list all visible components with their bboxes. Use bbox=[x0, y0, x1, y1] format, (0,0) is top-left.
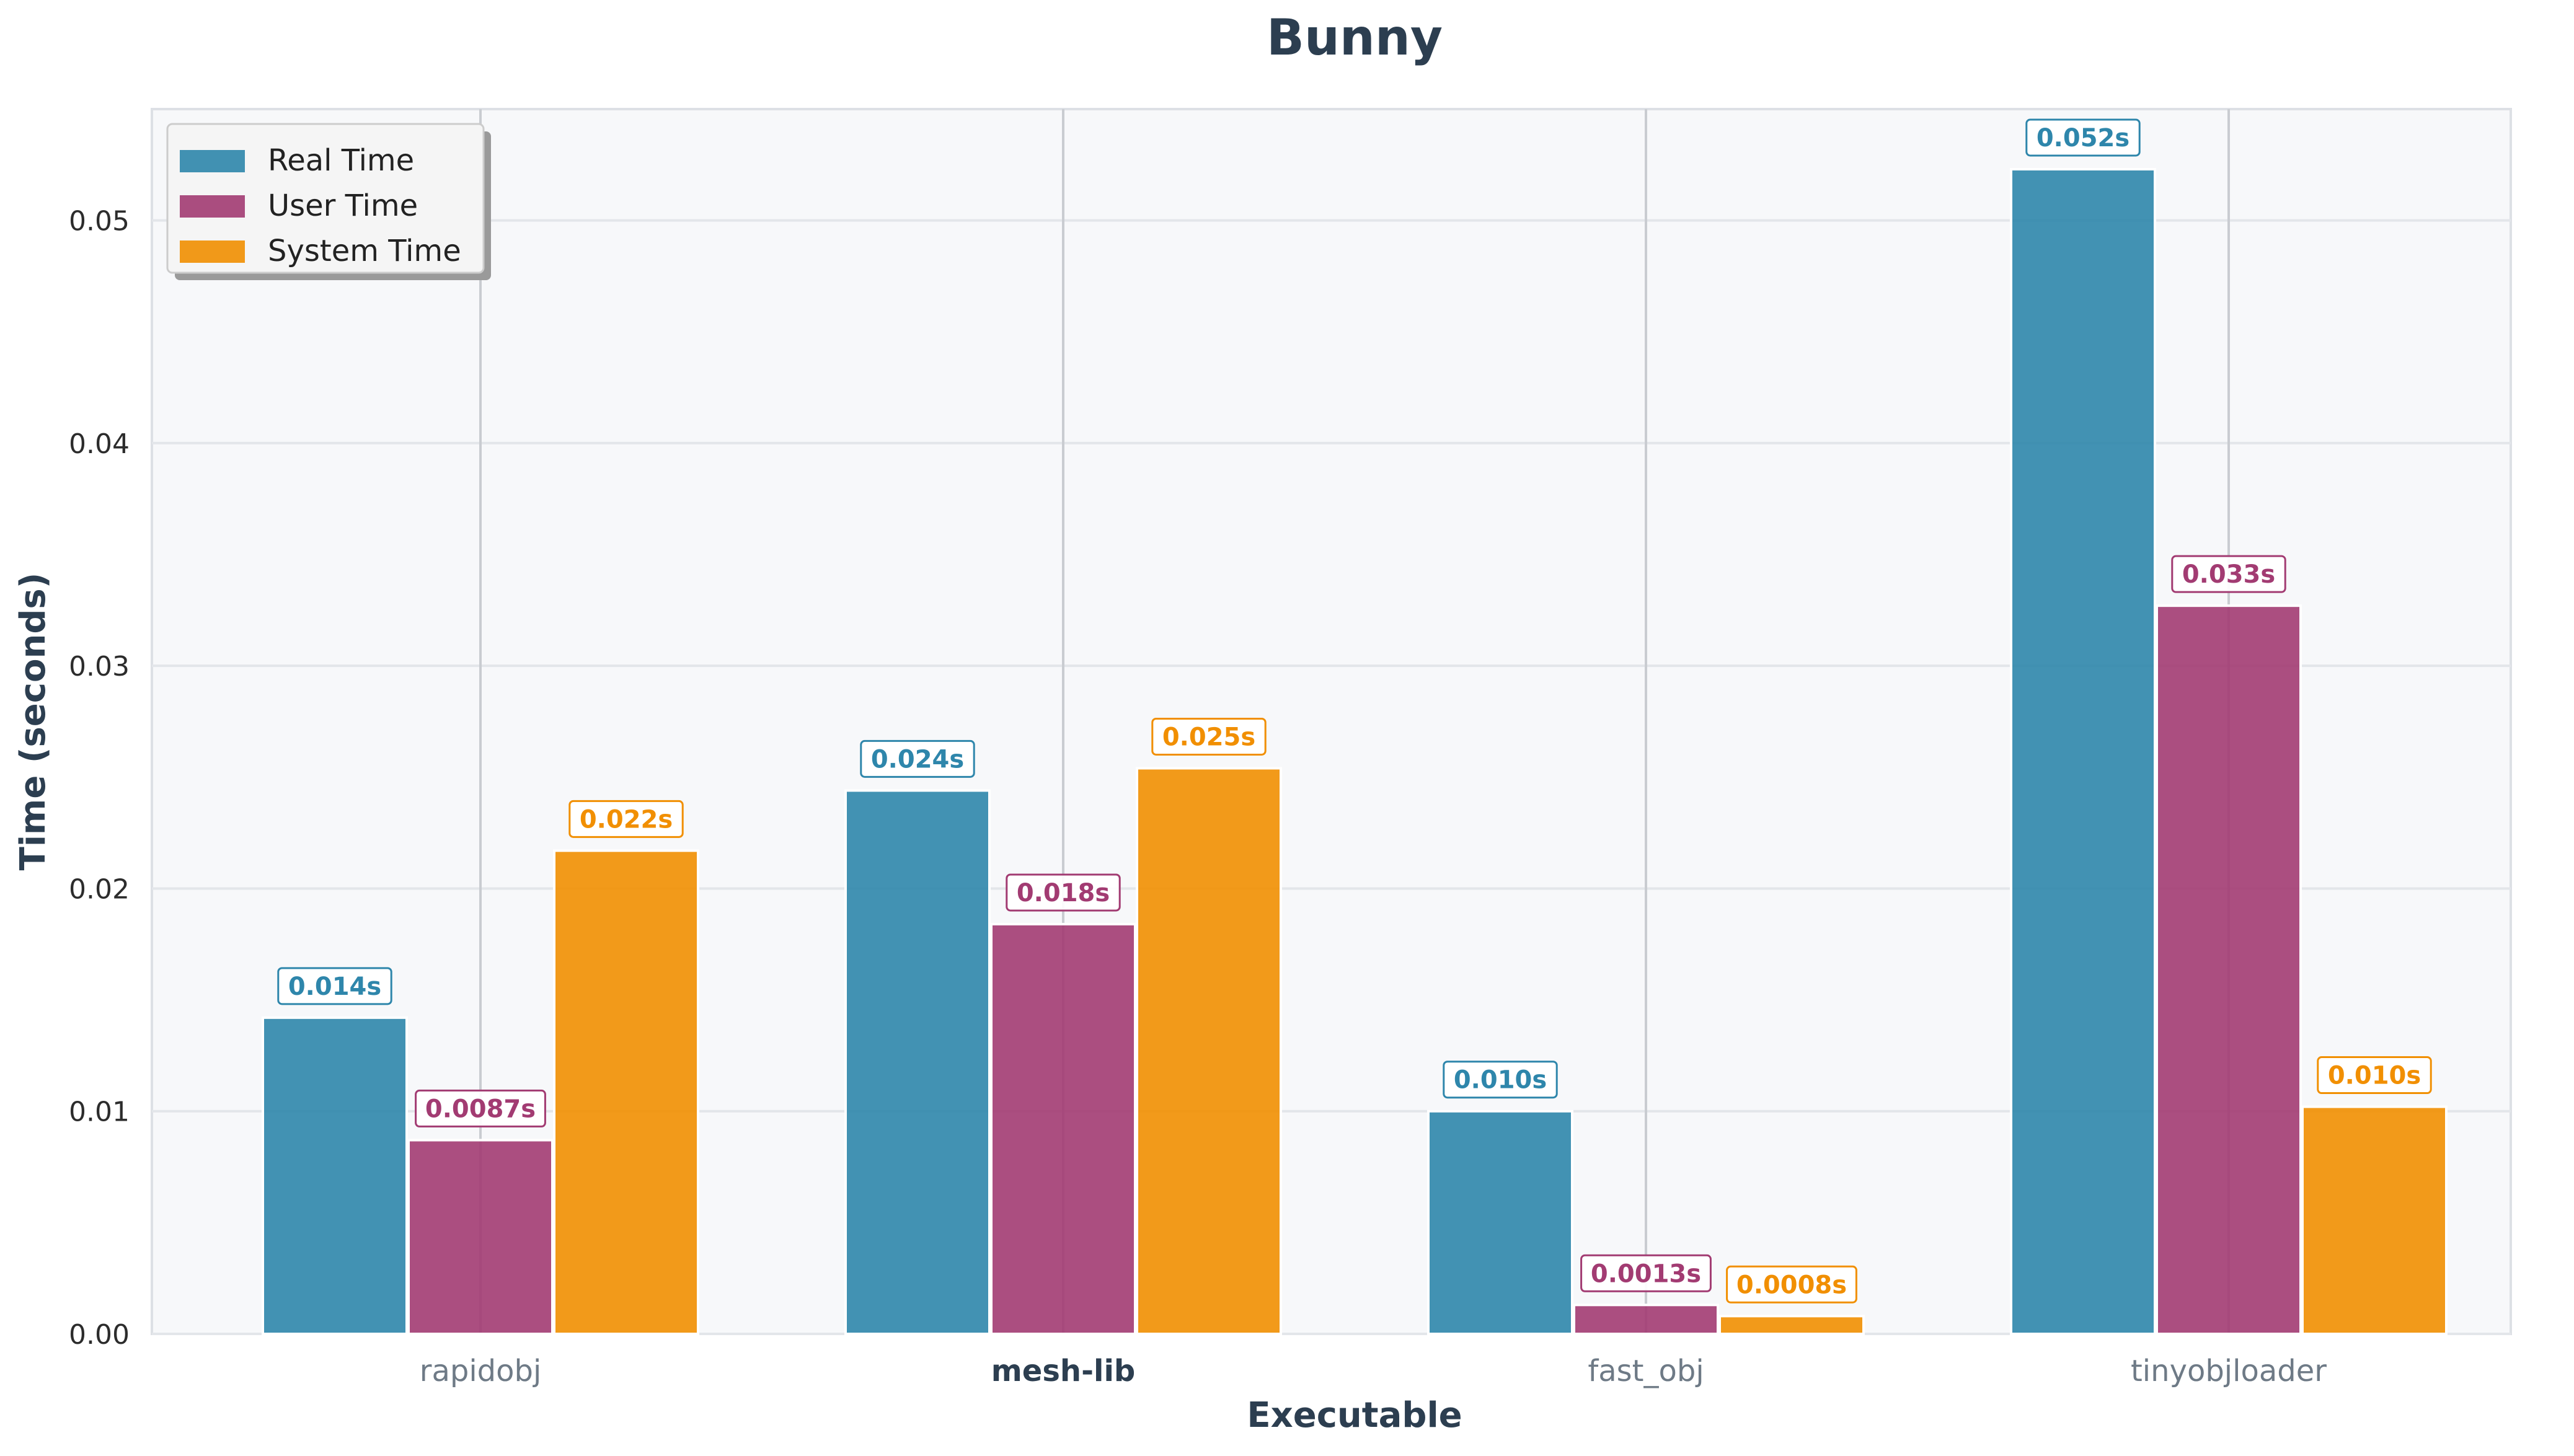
y-tick-label: 0.05 bbox=[69, 206, 130, 237]
svg-text:0.010s: 0.010s bbox=[2328, 1062, 2421, 1090]
svg-text:0.052s: 0.052s bbox=[2037, 124, 2130, 152]
bar bbox=[553, 849, 699, 1335]
data-label: 0.022s bbox=[568, 800, 684, 838]
data-label: 0.0008s bbox=[1726, 1265, 1857, 1304]
legend-swatch bbox=[180, 195, 245, 218]
bar bbox=[1427, 1110, 1573, 1336]
x-tick-label: fast_obj bbox=[1588, 1354, 1704, 1388]
data-label: 0.018s bbox=[1006, 873, 1121, 912]
bar bbox=[2301, 1105, 2448, 1336]
bar bbox=[2010, 168, 2156, 1335]
bars bbox=[262, 168, 2448, 1336]
legend: Real Time User Time System Time bbox=[166, 123, 491, 280]
svg-text:0.018s: 0.018s bbox=[1017, 879, 1110, 907]
bar bbox=[1136, 767, 1282, 1335]
bar bbox=[2156, 604, 2302, 1335]
bar bbox=[1573, 1304, 1719, 1335]
legend-box bbox=[166, 123, 485, 274]
bar bbox=[844, 789, 991, 1335]
svg-text:0.0013s: 0.0013s bbox=[1591, 1260, 1701, 1288]
x-axis-label: Executable bbox=[1247, 1395, 1462, 1436]
y-axis-ticks: 0.00 0.01 0.02 0.03 0.04 0.05 bbox=[69, 206, 130, 1351]
svg-text:0.010s: 0.010s bbox=[1454, 1066, 1547, 1095]
svg-text:0.0087s: 0.0087s bbox=[425, 1095, 536, 1123]
legend-entry: User Time bbox=[268, 188, 418, 223]
data-label: 0.024s bbox=[860, 739, 975, 778]
svg-text:0.0008s: 0.0008s bbox=[1736, 1271, 1847, 1299]
y-tick-label: 0.02 bbox=[69, 873, 130, 905]
legend-swatch bbox=[180, 240, 245, 263]
x-tick-label: tinyobjloader bbox=[2131, 1354, 2327, 1388]
data-label: 0.010s bbox=[2317, 1056, 2432, 1095]
bar bbox=[262, 1016, 408, 1336]
data-label: 0.033s bbox=[2171, 555, 2286, 593]
y-tick-label: 0.03 bbox=[69, 651, 130, 682]
svg-text:0.024s: 0.024s bbox=[871, 745, 964, 774]
legend-swatch bbox=[180, 150, 245, 172]
data-label: 0.0013s bbox=[1580, 1254, 1712, 1292]
data-label: 0.010s bbox=[1443, 1061, 1558, 1099]
chart-title: Bunny bbox=[1267, 9, 1443, 66]
y-tick-label: 0.00 bbox=[69, 1319, 130, 1351]
x-axis-ticks: rapidobj mesh-lib fast_obj tinyobjloader bbox=[420, 1354, 2327, 1388]
x-tick-label: mesh-lib bbox=[991, 1354, 1136, 1388]
bar bbox=[1718, 1315, 1865, 1336]
y-tick-label: 0.01 bbox=[69, 1096, 130, 1128]
bar bbox=[990, 922, 1136, 1336]
data-label: 0.014s bbox=[277, 967, 392, 1005]
bar bbox=[407, 1139, 554, 1335]
y-axis-label: Time (seconds) bbox=[13, 573, 53, 871]
data-label: 0.052s bbox=[2025, 118, 2141, 157]
y-tick-label: 0.04 bbox=[69, 428, 130, 460]
svg-text:0.025s: 0.025s bbox=[1162, 723, 1255, 751]
data-label: 0.0087s bbox=[415, 1089, 546, 1127]
svg-text:0.033s: 0.033s bbox=[2182, 560, 2275, 589]
x-tick-label: rapidobj bbox=[420, 1354, 542, 1388]
svg-text:0.022s: 0.022s bbox=[580, 805, 673, 834]
legend-entry: Real Time bbox=[268, 143, 414, 178]
svg-text:0.014s: 0.014s bbox=[288, 973, 381, 1001]
legend-entry: System Time bbox=[268, 234, 461, 268]
data-label: 0.025s bbox=[1151, 717, 1267, 756]
data-labels: 0.014s 0.024s 0.010s 0.052s 0.0087s 0.018s 0.0… bbox=[277, 118, 2432, 1304]
